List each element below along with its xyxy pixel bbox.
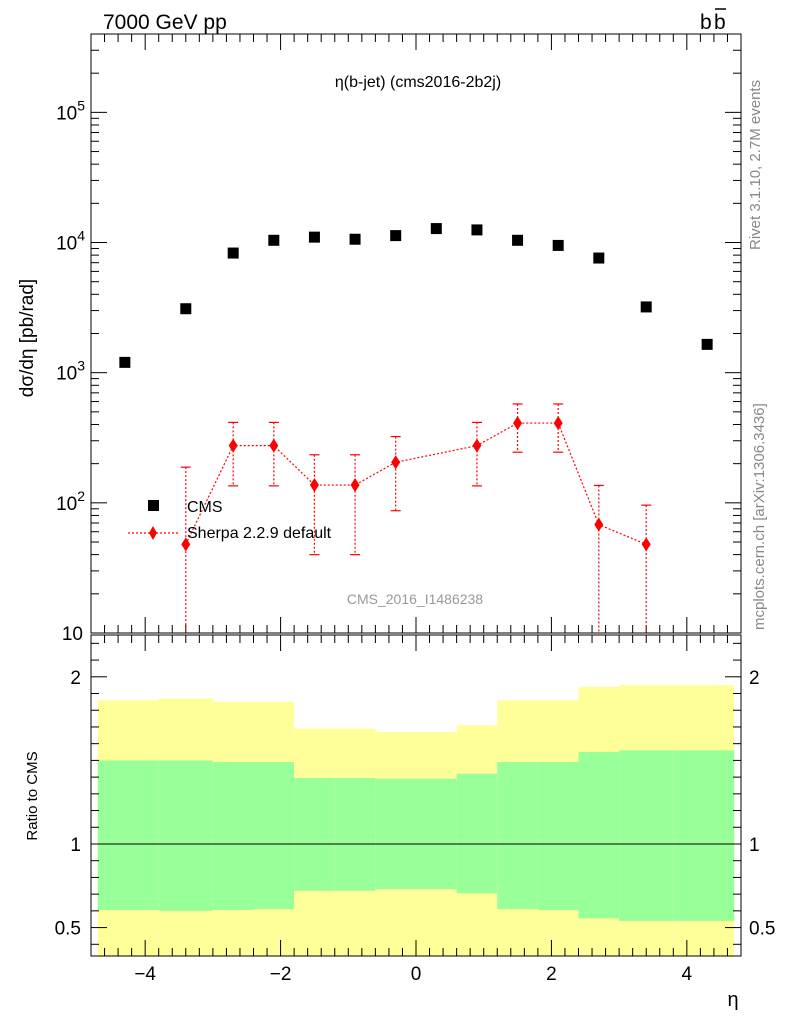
ratio-band-stat [578, 752, 620, 919]
legend-label-cms: CMS [187, 499, 223, 516]
ratio-y-tick-label-right: 0.5 [749, 919, 775, 940]
cms-point [227, 247, 239, 259]
main-panel: 10 102 103 104 105 η(b-jet) (cms2016-2b2j) C… [17, 33, 742, 645]
cms-point [308, 231, 320, 243]
sherpa-point [309, 478, 319, 493]
header-right: b b [700, 8, 726, 34]
ratio-band-stat [673, 750, 735, 921]
main-y-tick-label: 103 [56, 358, 85, 385]
main-y-tick-label: 10 [62, 624, 83, 645]
ratio-bands [97, 685, 735, 956]
main-y-axis-label: dσ/dη [pb/rad] [17, 279, 38, 397]
analysis-label: CMS_2016_I1486238 [347, 591, 483, 607]
cms-point [640, 301, 652, 313]
main-y-tick-labels: 10 102 103 104 105 [56, 97, 85, 645]
x-tick-label: 0 [411, 964, 422, 985]
ratio-band-stat [212, 762, 254, 911]
main-y-tick-label: 105 [56, 97, 85, 124]
ratio-band-stat [497, 762, 538, 910]
ratio-y-tick-label-left: 0.5 [55, 919, 81, 940]
plot-title: η(b-jet) (cms2016-2b2j) [335, 74, 501, 91]
cms-point [512, 234, 524, 246]
ratio-frame [90, 634, 742, 957]
header-right-bar: b [714, 11, 726, 34]
cms-point [430, 223, 442, 235]
legend-marker-cms [148, 500, 159, 511]
header-right-base: b [700, 11, 712, 34]
ratio-band-stat [537, 762, 579, 911]
cms-point [701, 338, 713, 350]
ratio-y-tick-label-left: 1 [70, 835, 81, 856]
cms-point [593, 252, 605, 264]
ratio-axis-ticks [90, 635, 742, 956]
x-tick-label: 4 [682, 964, 693, 985]
x-axis-label: η [727, 989, 738, 1011]
sherpa-point [228, 438, 238, 453]
ratio-y-tick-label-right: 1 [749, 835, 760, 856]
series-cms [119, 223, 713, 368]
sherpa-point [391, 455, 401, 470]
cms-point [180, 303, 192, 315]
main-frame [90, 33, 742, 634]
legend-label-sherpa: Sherpa 2.2.9 default [187, 525, 332, 542]
ratio-y-tick-label-right: 2 [749, 668, 760, 689]
sherpa-point [594, 517, 604, 532]
cms-point [552, 239, 564, 251]
header-left: 7000 GeV pp [103, 11, 227, 34]
sherpa-point [350, 478, 360, 493]
ratio-band-stat [253, 762, 295, 910]
ratio-tick-labels: 0.5 0.5 1 1 2 2 −4 −2 0 2 4 [55, 668, 776, 985]
ratio-y-tick-label-left: 2 [70, 668, 81, 689]
ratio-panel: 0.5 0.5 1 1 2 2 −4 −2 0 2 4 Ratio to CMS η [24, 634, 776, 1011]
side-label-bottom: mcplots.cern.ch [arXiv:1306.3436] [751, 403, 768, 630]
sherpa-point [641, 537, 651, 552]
cms-point [119, 356, 131, 368]
cms-point [390, 230, 402, 242]
x-tick-label: −2 [270, 964, 292, 985]
sherpa-point [513, 416, 523, 431]
ratio-band-stat [294, 777, 335, 891]
legend-marker-sherpa [149, 526, 157, 540]
cms-point [471, 224, 483, 236]
cms-point [268, 234, 280, 246]
ratio-band-stat [158, 760, 213, 911]
ratio-band-stat [456, 773, 498, 894]
sherpa-point [181, 537, 191, 552]
ratio-band-stat [375, 778, 457, 890]
ratio-y-axis-label: Ratio to CMS [24, 751, 41, 840]
legend: CMS Sherpa 2.2.9 default [128, 499, 332, 542]
sherpa-point [269, 438, 279, 453]
main-y-tick-label: 104 [56, 228, 85, 255]
ratio-band-stat [334, 777, 376, 891]
ratio-band-stat [97, 760, 159, 911]
cms-point [349, 233, 361, 245]
sherpa-point [472, 438, 482, 453]
x-tick-label: 2 [546, 964, 557, 985]
ratio-band-stat [619, 750, 674, 921]
series-sherpa [180, 403, 652, 633]
x-tick-label: −4 [134, 964, 156, 985]
main-y-tick-label: 102 [56, 488, 85, 515]
side-label-top: Rivet 3.1.10, 2.7M events [747, 80, 764, 250]
sherpa-point [553, 416, 563, 431]
